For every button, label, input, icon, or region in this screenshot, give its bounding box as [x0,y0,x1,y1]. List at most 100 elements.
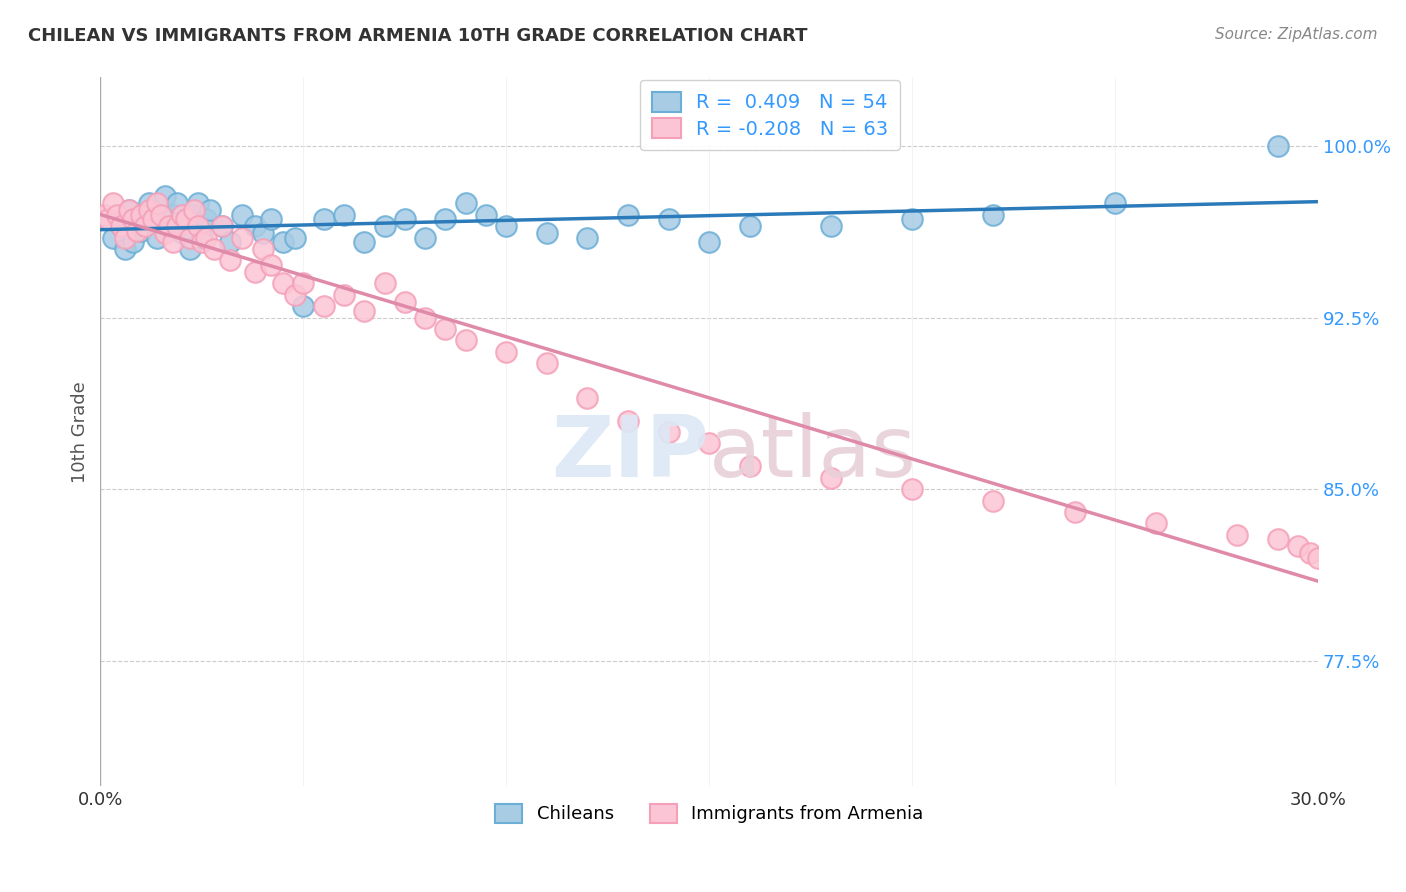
Point [146,230,169,244]
Point [495,219,517,233]
Point [373,277,395,291]
Point [129,208,152,222]
Point [284,230,307,244]
Point [312,212,335,227]
Point [134,219,156,233]
Text: CHILEAN VS IMMIGRANTS FROM ARMENIA 10TH GRADE CORRELATION CHART: CHILEAN VS IMMIGRANTS FROM ARMENIA 10TH … [28,27,807,45]
Point [155,226,177,240]
Point [353,235,375,249]
Point [495,345,517,359]
Point [125,224,148,238]
Point [110,219,132,233]
Y-axis label: 10th Grade: 10th Grade [72,381,89,483]
Point [738,219,761,233]
Point [150,203,173,218]
Point [191,235,214,249]
Point [1267,533,1289,547]
Point [820,219,842,233]
Point [157,219,180,233]
Point [110,219,132,233]
Point [183,208,205,222]
Point [187,196,209,211]
Point [219,235,242,249]
Point [231,230,253,244]
Point [101,196,124,211]
Point [157,219,180,233]
Point [617,208,640,222]
Text: atlas: atlas [709,412,917,495]
Point [134,208,156,222]
Point [373,219,395,233]
Point [1327,555,1350,569]
Point [118,203,141,218]
Point [138,203,160,218]
Point [211,219,233,233]
Point [162,235,184,249]
Point [901,212,924,227]
Point [129,224,152,238]
Point [243,265,266,279]
Text: ZIP: ZIP [551,412,709,495]
Point [901,482,924,496]
Point [1144,516,1167,531]
Point [434,322,457,336]
Point [162,208,184,222]
Point [284,287,307,301]
Point [394,212,416,227]
Point [1286,539,1309,553]
Point [333,208,356,222]
Point [1063,505,1085,519]
Point [738,459,761,474]
Point [194,230,217,244]
Point [121,235,143,249]
Point [150,208,173,222]
Point [166,196,188,211]
Point [142,212,165,227]
Point [194,212,217,227]
Point [211,219,233,233]
Point [353,303,375,318]
Point [260,212,283,227]
Point [394,294,416,309]
Point [231,208,253,222]
Point [174,212,197,227]
Point [413,230,436,244]
Point [413,310,436,325]
Point [454,334,477,348]
Point [191,230,214,244]
Point [93,208,115,222]
Point [105,208,128,222]
Point [1347,562,1369,576]
Point [138,196,160,211]
Point [174,212,197,227]
Point [333,287,356,301]
Point [292,277,315,291]
Point [536,226,558,240]
Point [202,242,225,256]
Point [475,208,498,222]
Point [983,493,1005,508]
Text: Source: ZipAtlas.com: Source: ZipAtlas.com [1215,27,1378,42]
Point [118,203,141,218]
Point [101,230,124,244]
Point [183,203,205,218]
Point [1226,528,1249,542]
Point [179,230,201,244]
Point [166,219,188,233]
Point [170,208,193,222]
Point [219,253,242,268]
Point [292,299,315,313]
Point [121,212,143,227]
Point [658,425,681,439]
Point [243,219,266,233]
Point [170,226,193,240]
Point [576,230,599,244]
Point [1308,550,1330,565]
Point [252,242,274,256]
Point [260,258,283,272]
Point [617,413,640,427]
Point [536,356,558,370]
Point [142,212,165,227]
Point [114,242,136,256]
Point [1299,546,1322,560]
